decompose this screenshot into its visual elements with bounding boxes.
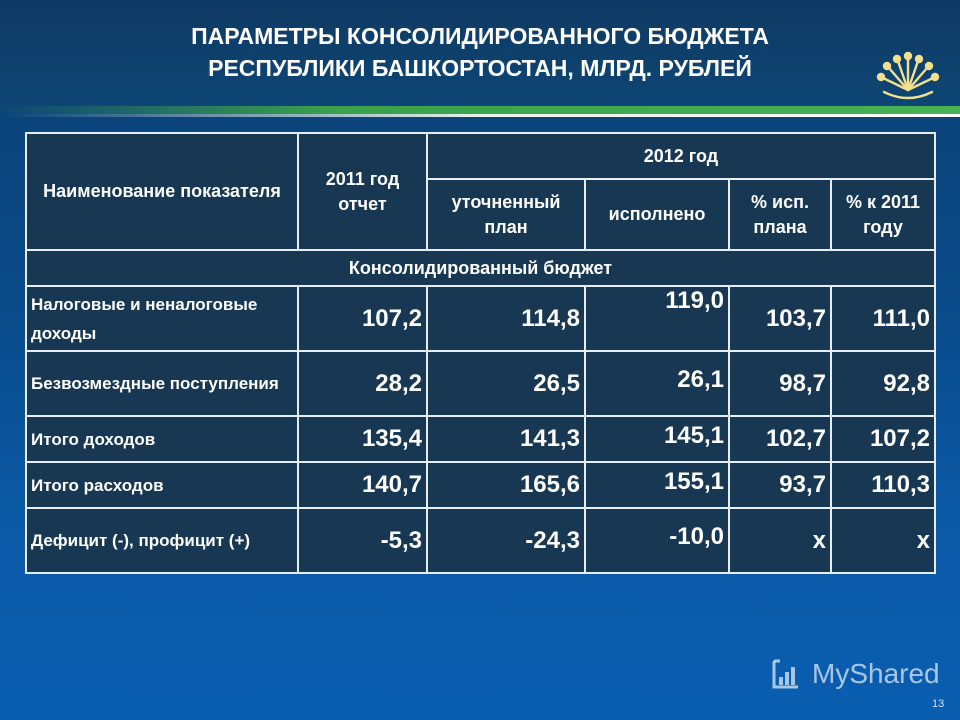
- cell-2011: -5,3: [297, 507, 428, 574]
- cell-pct-plan: 98,7: [728, 350, 832, 417]
- title-line-1: ПАРАМЕТРЫ КОНСОЛИДИРОВАННОГО БЮДЖЕТА: [191, 23, 769, 49]
- row-label: Налоговые и неналоговые доходы: [25, 285, 299, 352]
- cell-plan: 165,6: [426, 461, 586, 509]
- white-stripe: [0, 114, 960, 117]
- header-indicator: Наименование показателя: [25, 132, 299, 251]
- header-plan: уточненный план: [426, 178, 586, 251]
- table-row: Итого доходов 135,4 141,3 145,1 102,7 10…: [25, 415, 936, 463]
- title-band: [0, 0, 960, 112]
- cell-2011: 135,4: [297, 415, 428, 463]
- cell-2011: 107,2: [297, 285, 428, 352]
- watermark-text: MyShared: [812, 658, 940, 689]
- page-title: ПАРАМЕТРЫ КОНСОЛИДИРОВАННОГО БЮДЖЕТА РЕС…: [60, 20, 900, 84]
- budget-table: Наименование показателя 2011 год отчет 2…: [25, 132, 936, 574]
- green-stripe: [0, 106, 960, 114]
- header-pct-plan: % исп. плана: [728, 178, 832, 251]
- cell-pct-2011: х: [830, 507, 936, 574]
- myshared-logo-icon: [772, 659, 798, 689]
- header-2012: 2012 год: [426, 132, 936, 180]
- row-label: Итого расходов: [25, 461, 299, 509]
- cell-2011: 28,2: [297, 350, 428, 417]
- cell-pct-plan: 102,7: [728, 415, 832, 463]
- row-label: Дефицит (-), профицит (+): [25, 507, 299, 574]
- cell-plan: -24,3: [426, 507, 586, 574]
- header-2011: 2011 год отчет: [297, 132, 428, 251]
- table-row: Безвозмездные поступления 28,2 26,5 26,1…: [25, 350, 936, 417]
- cell-done: 119,0: [584, 285, 730, 352]
- cell-pct-plan: 103,7: [728, 285, 832, 352]
- table-row: Дефицит (-), профицит (+) -5,3 -24,3 -10…: [25, 507, 936, 574]
- cell-done: 155,1: [584, 461, 730, 509]
- cell-pct-plan: 93,7: [728, 461, 832, 509]
- watermark: MyShared: [768, 654, 940, 694]
- cell-pct-2011: 107,2: [830, 415, 936, 463]
- cell-done: -10,0: [584, 507, 730, 574]
- row-label: Безвозмездные поступления: [25, 350, 299, 417]
- cell-2011: 140,7: [297, 461, 428, 509]
- cell-pct-2011: 92,8: [830, 350, 936, 417]
- cell-plan: 141,3: [426, 415, 586, 463]
- cell-pct-plan: х: [728, 507, 832, 574]
- table-row: Итого расходов 140,7 165,6 155,1 93,7 11…: [25, 461, 936, 509]
- cell-done: 145,1: [584, 415, 730, 463]
- cell-plan: 114,8: [426, 285, 586, 352]
- title-line-2: РЕСПУБЛИКИ БАШКОРТОСТАН, МЛРД. РУБЛЕЙ: [208, 55, 752, 81]
- cell-pct-2011: 110,3: [830, 461, 936, 509]
- kurai-flower-emblem-icon: [876, 51, 940, 100]
- slide-number: 13: [932, 698, 945, 710]
- cell-done: 26,1: [584, 350, 730, 417]
- cell-pct-2011: 111,0: [830, 285, 936, 352]
- header-pct-2011: % к 2011 году: [830, 178, 936, 251]
- row-label: Итого доходов: [25, 415, 299, 463]
- cell-plan: 26,5: [426, 350, 586, 417]
- header-done: исполнено: [584, 178, 730, 251]
- section-header: Консолидированный бюджет: [25, 249, 936, 287]
- table-row: Налоговые и неналоговые доходы 107,2 114…: [25, 285, 936, 352]
